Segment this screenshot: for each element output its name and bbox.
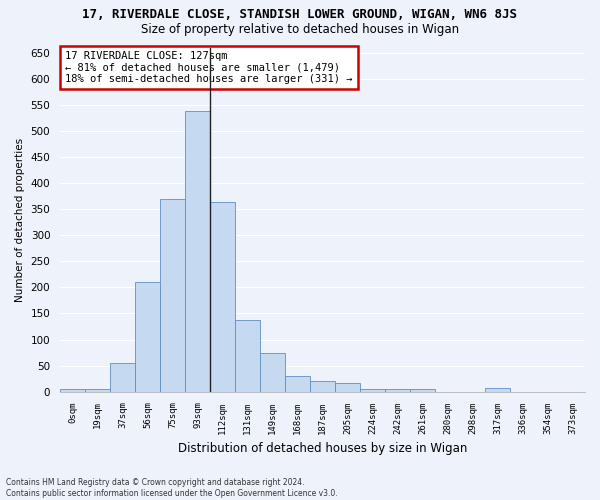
- Text: 17, RIVERDALE CLOSE, STANDISH LOWER GROUND, WIGAN, WN6 8JS: 17, RIVERDALE CLOSE, STANDISH LOWER GROU…: [83, 8, 517, 20]
- Bar: [210, 202, 235, 392]
- Y-axis label: Number of detached properties: Number of detached properties: [15, 138, 25, 302]
- Bar: [160, 198, 185, 392]
- Bar: [485, 388, 510, 392]
- Bar: [410, 389, 435, 392]
- Bar: [335, 384, 360, 392]
- Bar: [260, 352, 285, 392]
- Bar: [310, 382, 335, 392]
- Bar: [85, 389, 110, 392]
- Bar: [385, 389, 410, 392]
- Bar: [60, 389, 85, 392]
- X-axis label: Distribution of detached houses by size in Wigan: Distribution of detached houses by size …: [178, 442, 467, 455]
- Bar: [360, 389, 385, 392]
- Bar: [185, 111, 210, 392]
- Bar: [285, 376, 310, 392]
- Text: Size of property relative to detached houses in Wigan: Size of property relative to detached ho…: [141, 22, 459, 36]
- Bar: [110, 363, 135, 392]
- Bar: [235, 320, 260, 392]
- Text: Contains HM Land Registry data © Crown copyright and database right 2024.
Contai: Contains HM Land Registry data © Crown c…: [6, 478, 338, 498]
- Text: 17 RIVERDALE CLOSE: 127sqm
← 81% of detached houses are smaller (1,479)
18% of s: 17 RIVERDALE CLOSE: 127sqm ← 81% of deta…: [65, 51, 353, 84]
- Bar: [135, 282, 160, 392]
